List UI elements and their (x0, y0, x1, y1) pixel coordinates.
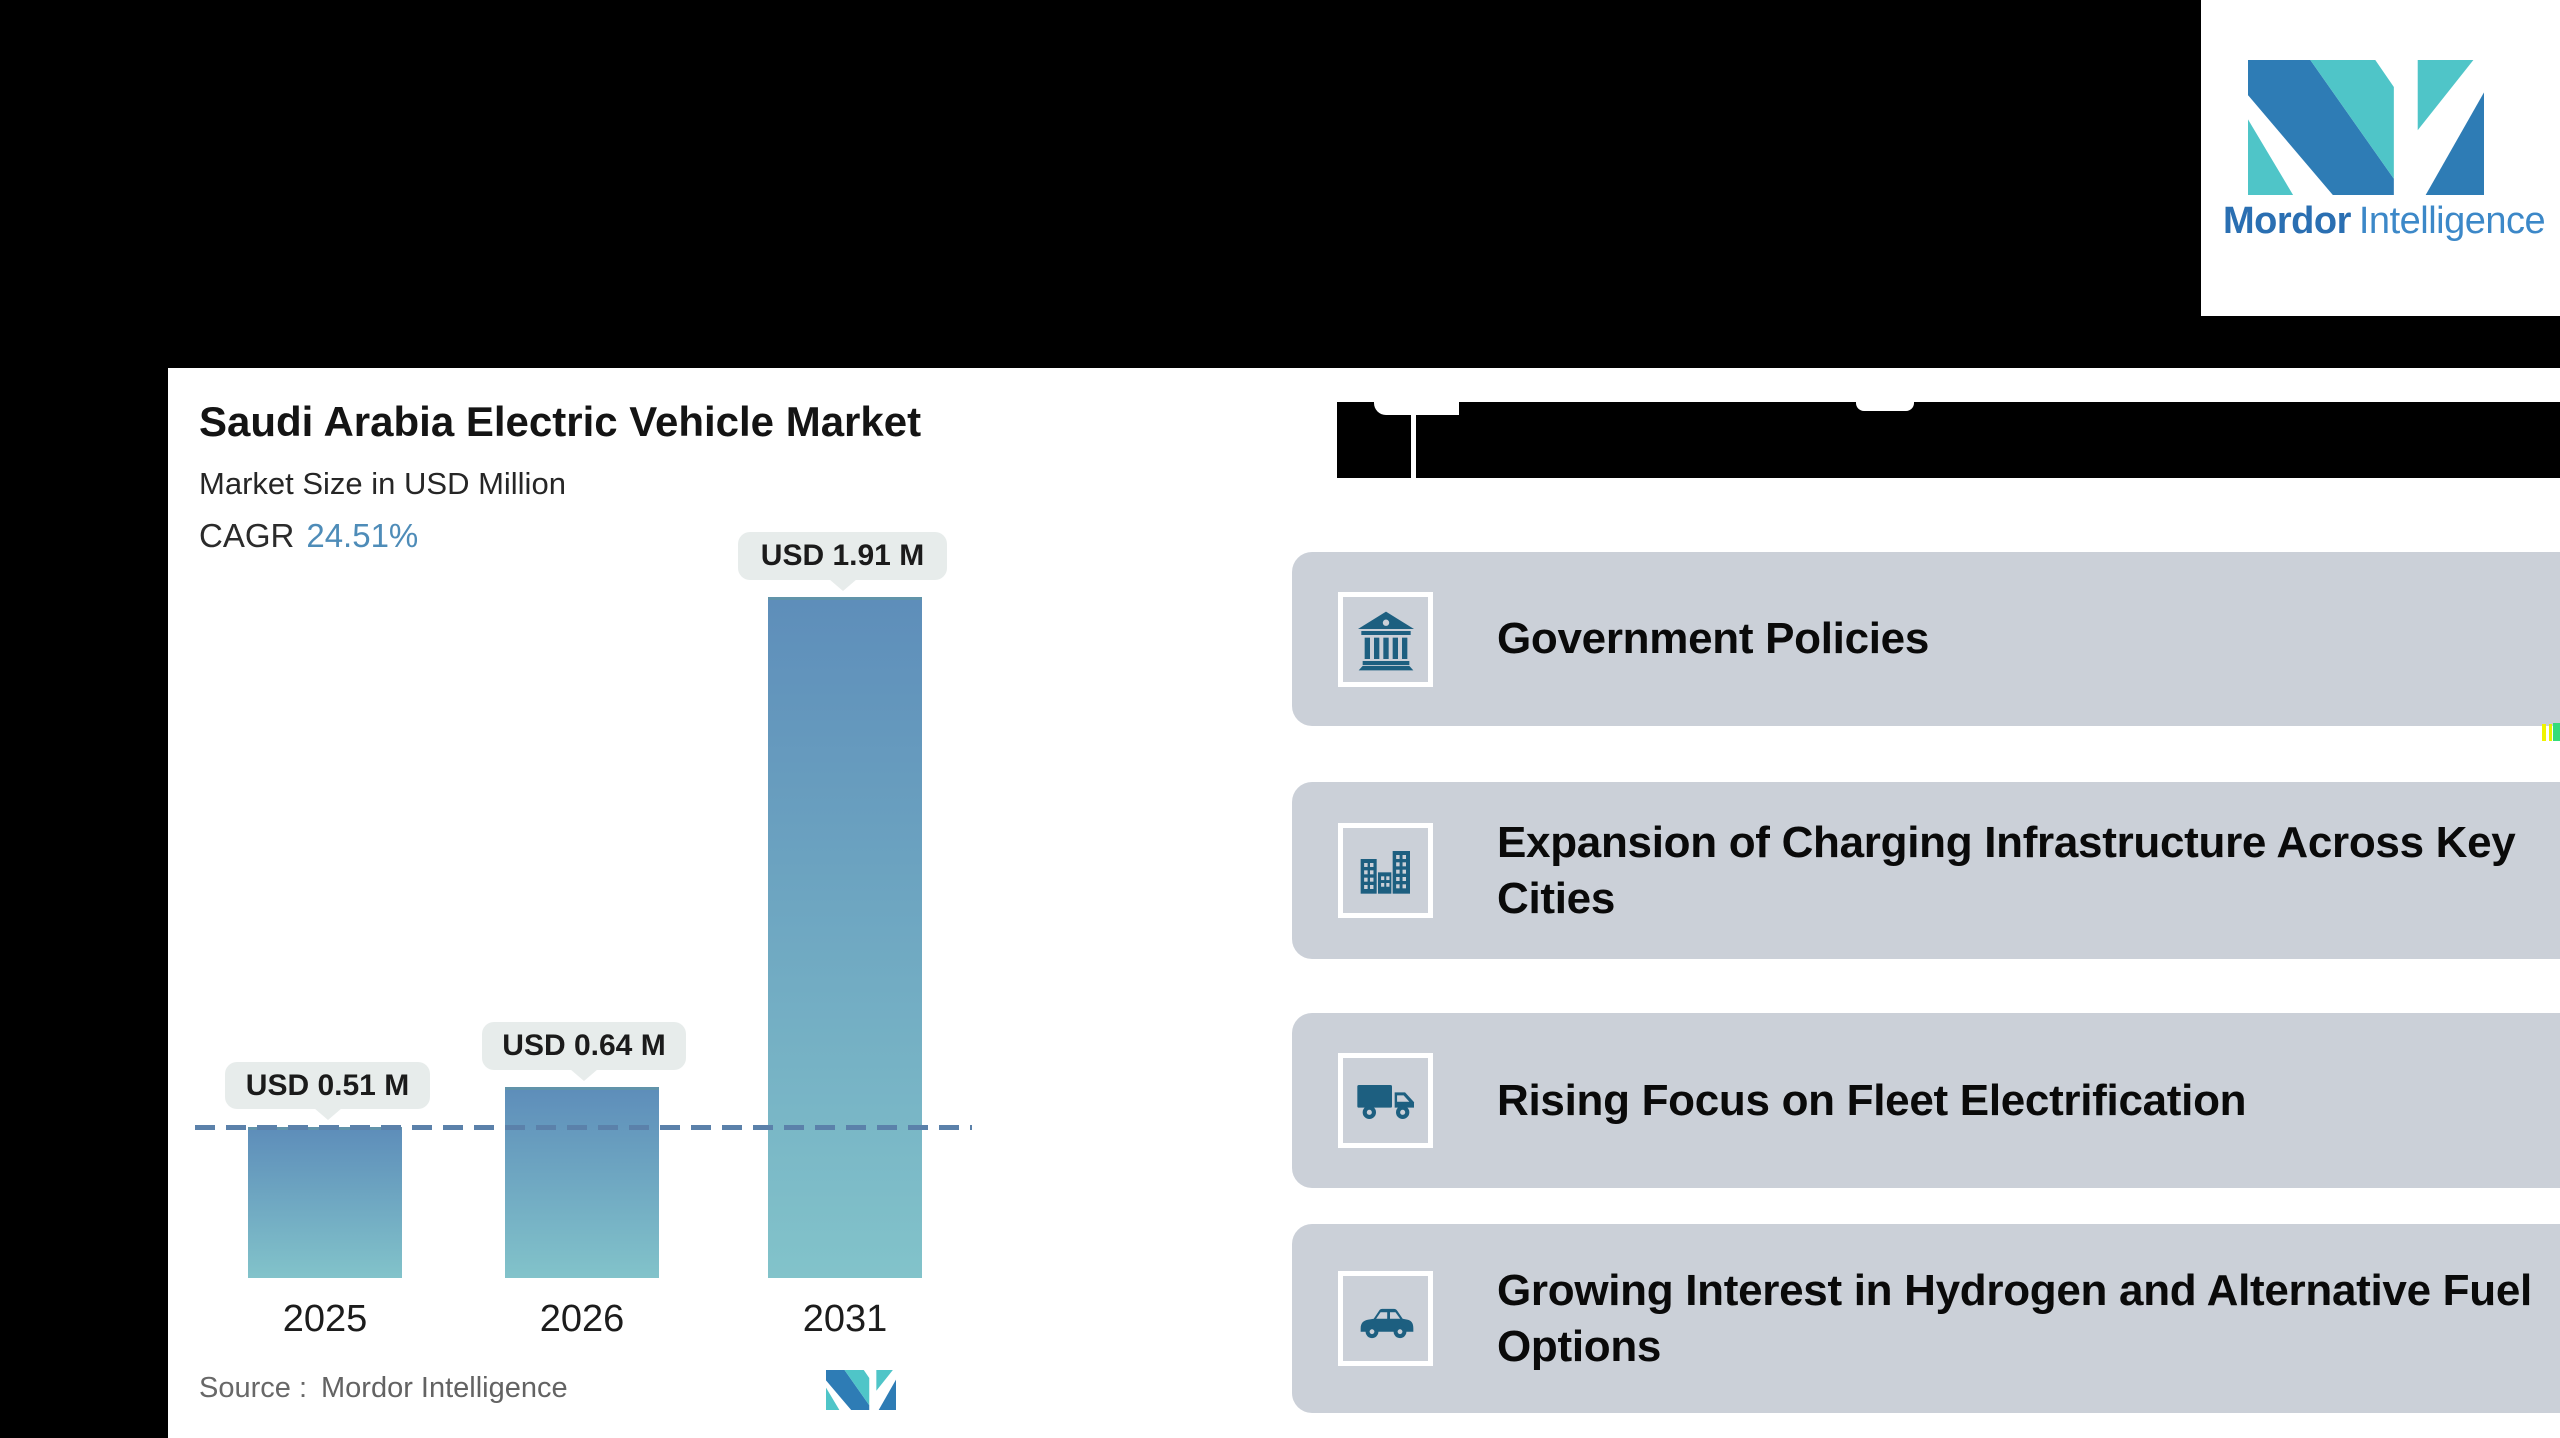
cagr-label: CAGR (199, 517, 295, 554)
mordor-intelligence-logo-icon (2248, 60, 2484, 195)
bar-value-tooltip-2031: USD 1.91 M (738, 532, 947, 580)
icon-tile (1338, 1053, 1433, 1148)
driver-card-government-policies: Government Policies (1292, 552, 2560, 726)
brand-name-primary: Mordor (2223, 200, 2351, 242)
bank-icon (1357, 611, 1414, 671)
icon-tile (1338, 591, 1433, 687)
dashed-reference-line (195, 1125, 972, 1130)
driver-card-fleet-electrification: Rising Focus on Fleet Electrification (1292, 1013, 2560, 1188)
edge-artifact (2549, 724, 2552, 741)
icon-tile (1338, 823, 1433, 918)
x-axis-label-2026: 2026 (539, 1298, 625, 1340)
redacted-section-heading (1337, 402, 2560, 478)
brand-wordmark: Mordor Intelligence (2223, 200, 2546, 243)
cagr-value: 24.51% (306, 517, 419, 554)
x-axis-label-2025: 2025 (282, 1298, 368, 1340)
edge-artifact (2553, 723, 2560, 741)
bar-value-tooltip-2025: USD 0.51 M (225, 1062, 430, 1109)
truck-icon (1356, 1084, 1414, 1119)
left-black-strip (0, 0, 168, 1438)
driver-card-label: Growing Interest in Hydrogen and Alterna… (1497, 1265, 2532, 1371)
chart-title: Saudi Arabia Electric Vehicle Market (199, 398, 922, 445)
driver-card-hydrogen-alternative-fuel: Growing Interest in Hydrogen and Alterna… (1292, 1224, 2560, 1413)
source-logo-icon (826, 1370, 896, 1410)
bar-2026 (505, 1087, 659, 1278)
driver-card-charging-infrastructure: Expansion of Charging Infrastructure Acr… (1292, 782, 2560, 959)
source-value: Mordor Intelligence (321, 1372, 568, 1404)
x-axis-label-2031: 2031 (802, 1298, 888, 1340)
brand-name-secondary: Intelligence (2358, 200, 2546, 242)
redaction-notch (1856, 402, 1914, 411)
driver-card-label: Expansion of Charging Infrastructure Acr… (1497, 817, 2516, 923)
redaction-slit (1411, 415, 1416, 478)
top-black-band (0, 0, 2560, 368)
brand-logo-box: Mordor Intelligence (2201, 0, 2560, 316)
source-label: Source : (199, 1372, 307, 1404)
city-buildings-icon (1360, 850, 1410, 894)
driver-card-label: Government Policies (1497, 614, 1930, 663)
cagr-line: CAGR 24.51% (199, 514, 418, 558)
driver-card-label: Rising Focus on Fleet Electrification (1497, 1075, 2247, 1125)
car-icon (1360, 1308, 1413, 1338)
bar-value-tooltip-2026: USD 0.64 M (482, 1022, 686, 1070)
redaction-notch (1374, 402, 1459, 415)
edge-artifact (2542, 724, 2546, 741)
source-row: Source : Mordor Intelligence (199, 1372, 568, 1405)
bar-2025 (248, 1127, 402, 1278)
bar-2031 (768, 597, 922, 1278)
chart-subtitle: Market Size in USD Million (199, 466, 566, 501)
icon-tile (1338, 1271, 1433, 1366)
